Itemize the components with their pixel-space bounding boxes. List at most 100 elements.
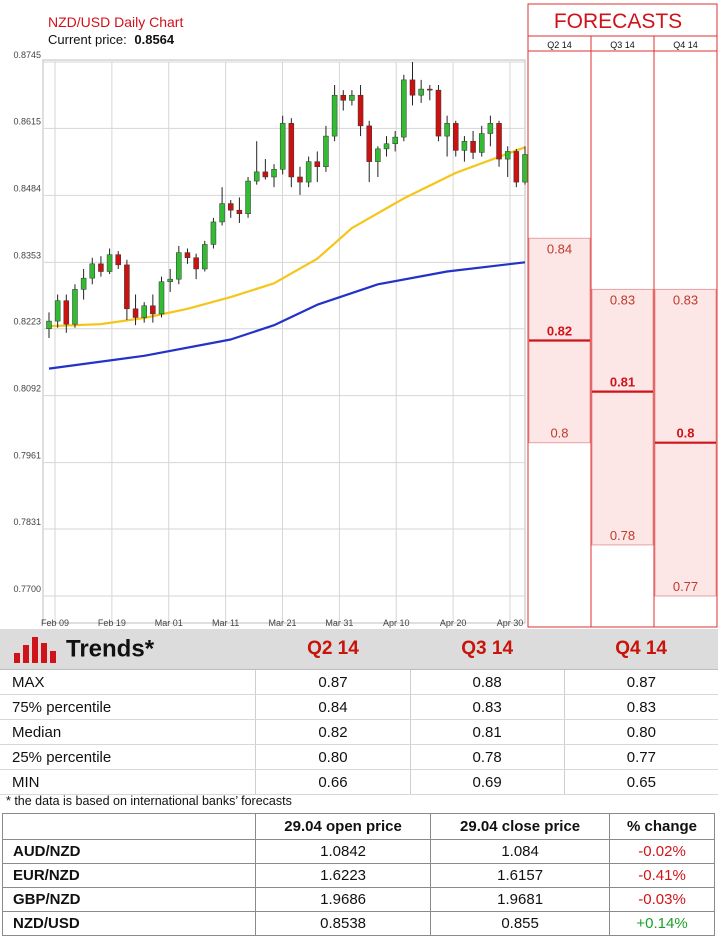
- moving-average-slow-line: [48, 261, 526, 370]
- trends-cell: 0.87: [564, 669, 718, 695]
- fx-open: 1.6223: [254, 863, 432, 888]
- forecast-column-header: Q3 14: [610, 40, 635, 50]
- candlestick: [305, 156, 312, 188]
- candle-body: [141, 305, 147, 318]
- trends-title-cell: Trends*: [0, 629, 256, 670]
- trends-col-q3: Q3 14: [410, 629, 565, 670]
- candlestick: [340, 90, 347, 111]
- candlestick: [80, 268, 87, 300]
- forecast-column-header: Q2 14: [547, 40, 572, 50]
- x-tick-label: Feb 19: [98, 618, 126, 628]
- trends-cell: 0.80: [564, 719, 718, 745]
- candle-body: [167, 278, 173, 282]
- candlestick: [375, 146, 381, 177]
- trends-title: Trends*: [66, 635, 155, 663]
- candlestick: [453, 120, 459, 157]
- current-price-value: 0.8564: [134, 32, 175, 47]
- candle-body: [124, 264, 130, 310]
- candlestick: [513, 148, 520, 188]
- candlestick: [202, 240, 208, 272]
- candle-body: [496, 123, 502, 160]
- fx-pair: AUD/NZD: [2, 839, 256, 864]
- trends-row: 25% percentile 0.80 0.78 0.77: [0, 744, 718, 770]
- moving-average-fast-line: [48, 146, 526, 328]
- candlestick: [427, 84, 433, 101]
- trends-table: Trends* Q2 14 Q3 14 Q4 14 MAX 0.87 0.88 0.8…: [0, 629, 718, 795]
- candlestick: [357, 84, 364, 137]
- fx-change: +0.14%: [609, 911, 715, 936]
- candle-body: [461, 140, 468, 151]
- current-price-label: Current price:: [48, 32, 127, 47]
- candle-body: [193, 257, 199, 270]
- x-tick-label: Apr 20: [440, 618, 467, 628]
- fx-header-open: 29.04 open price: [254, 813, 432, 840]
- candlestick: [245, 176, 251, 218]
- candle-body: [478, 133, 485, 153]
- candlestick: [401, 74, 407, 142]
- forecast-footnote: * the data is based on international ban…: [6, 794, 292, 808]
- x-tick-label: Mar 21: [268, 618, 296, 628]
- trends-row: Median 0.82 0.81 0.80: [0, 719, 718, 745]
- candle-body: [262, 171, 269, 178]
- candlestick: [253, 141, 260, 185]
- candlestick: [210, 217, 217, 249]
- trends-row-label: MAX: [0, 669, 257, 695]
- candle-body: [331, 94, 338, 137]
- candle-body: [279, 123, 286, 170]
- candlestick: [184, 248, 191, 264]
- trends-row: 75% percentile 0.84 0.83 0.83: [0, 694, 718, 720]
- y-tick-label: 0.8223: [13, 317, 41, 327]
- candle-body: [98, 263, 104, 272]
- trends-row: MIN 0.66 0.69 0.65: [0, 769, 718, 795]
- candlestick: [219, 187, 225, 226]
- fx-close: 0.855: [430, 911, 611, 936]
- trends-cell: 0.82: [255, 719, 411, 745]
- candle-body: [106, 254, 113, 272]
- candlestick: [504, 146, 511, 177]
- y-tick-label: 0.8092: [13, 384, 41, 394]
- candlestick: [158, 276, 165, 318]
- candle-body: [176, 252, 182, 280]
- fx-change: -0.41%: [609, 863, 715, 888]
- forecast-column-header: Q4 14: [673, 40, 698, 50]
- candle-body: [401, 79, 407, 138]
- candle-body: [366, 125, 372, 162]
- candle-body: [158, 281, 165, 315]
- chart-title: NZD/USD Daily Chart: [48, 14, 183, 30]
- candle-body: [236, 209, 243, 215]
- fx-pair: GBP/NZD: [2, 887, 256, 912]
- fx-change: -0.02%: [609, 839, 715, 864]
- trends-header-row: Trends* Q2 14 Q3 14 Q4 14: [0, 629, 718, 670]
- candle-body: [444, 123, 450, 137]
- fx-table: 29.04 open price 29.04 close price % cha…: [2, 813, 715, 936]
- candle-body: [80, 277, 87, 290]
- candle-body: [89, 263, 96, 279]
- candlestick: [496, 120, 502, 167]
- candle-body: [375, 148, 381, 162]
- candle-body: [383, 143, 390, 150]
- y-tick-label: 0.7700: [13, 584, 41, 594]
- candlestick: [106, 248, 113, 275]
- candle-body: [435, 89, 442, 137]
- trends-cell: 0.81: [410, 719, 565, 745]
- candlestick: [141, 302, 147, 323]
- candlestick: [314, 151, 321, 183]
- candlestick: [150, 294, 156, 323]
- candle-body: [46, 320, 52, 329]
- candle-body: [349, 94, 355, 101]
- forecasts-panel: FORECASTS Q2 14 0.84 0.82 0.8 Q3 14 0.83 0.81 0…: [527, 3, 718, 628]
- candlestick: [392, 130, 398, 152]
- trends-row-label: MIN: [0, 769, 257, 795]
- candlestick: [366, 120, 372, 183]
- candle-body: [453, 123, 459, 151]
- candlesticks: [46, 62, 528, 338]
- trends-cell: 0.87: [255, 669, 411, 695]
- fx-header-close: 29.04 close price: [430, 813, 611, 840]
- fx-open: 0.8538: [254, 911, 432, 936]
- trends-cell: 0.80: [255, 744, 411, 770]
- forecast-range-band: [591, 288, 654, 546]
- y-tick-label: 0.8615: [13, 116, 41, 126]
- x-tick-label: Apr 30: [497, 618, 524, 628]
- current-price-line: Current price: 0.8564: [48, 32, 175, 47]
- candlestick: [349, 90, 355, 106]
